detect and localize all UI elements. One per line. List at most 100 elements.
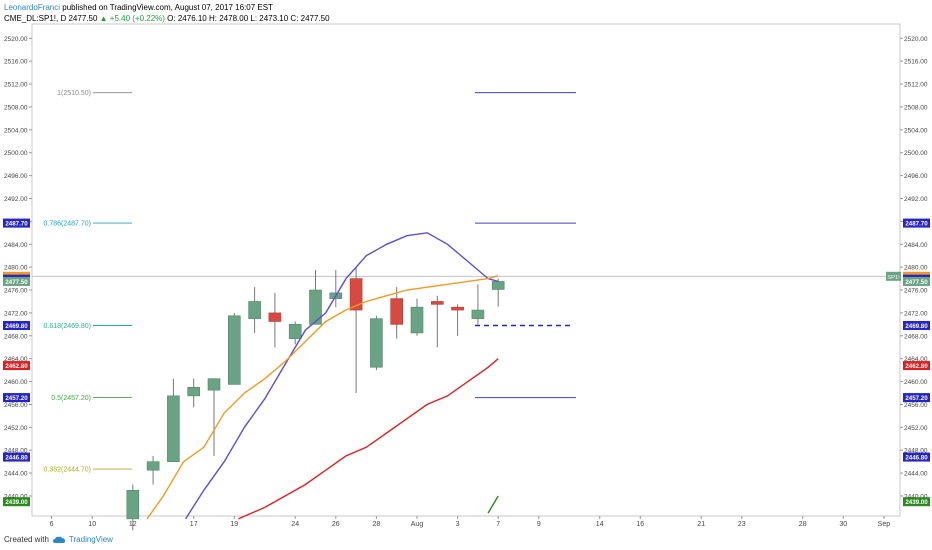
x-tick-label: 26	[332, 521, 340, 528]
price-badge-right	[903, 452, 930, 462]
y-tick-label-right: 2448.00	[904, 448, 928, 455]
price-badge-label-right: 2477.50	[905, 279, 928, 286]
y-tick-label-right: 2480.00	[904, 265, 928, 272]
symbol-label: CME_DL:SP1!, D	[4, 14, 67, 23]
candle-body[interactable]	[268, 312, 282, 322]
footer: Created with TradingView	[4, 535, 113, 544]
x-tick-label: Aug	[411, 521, 424, 528]
candle-body[interactable]	[451, 306, 464, 311]
y-tick-label-left: 2480.00	[4, 265, 28, 272]
candle-body[interactable]	[430, 301, 444, 305]
y-tick-label-right: 2440.00	[904, 493, 928, 500]
price-badge-left	[3, 393, 30, 403]
ohlc-low: L: 2473.10	[250, 14, 289, 23]
moving-average-line	[146, 275, 499, 520]
price-badge-label-right: 2469.80	[905, 323, 928, 330]
y-tick-label-right: 2452.00	[904, 425, 928, 432]
price-badge-label-left: 2462.80	[5, 363, 28, 370]
candle-body[interactable]	[167, 395, 180, 462]
y-tick-label-left: 2464.00	[4, 356, 28, 363]
y-tick-label-right: 2444.00	[904, 471, 928, 478]
price-badge-label-right: 2487.70	[905, 221, 928, 228]
price-badge-left	[3, 497, 30, 507]
candle-body[interactable]	[146, 461, 160, 471]
price-badge-label-left: 2487.70	[5, 221, 28, 228]
price-badge-right	[903, 393, 930, 403]
y-tick-label-right: 2508.00	[904, 104, 928, 111]
x-tick-label: 19	[230, 521, 238, 528]
price-badge-label-left: 2446.80	[5, 455, 28, 462]
publish-info: published on TradingView.com, August 07,…	[62, 3, 273, 12]
y-tick-label-left: 2468.00	[4, 333, 28, 340]
moving-average-line	[185, 232, 499, 520]
symbol-tag-label: SP1!	[887, 275, 900, 281]
y-tick-label-left: 2460.00	[4, 379, 28, 386]
x-tick-label: 16	[636, 521, 644, 528]
candle-body[interactable]	[288, 324, 302, 339]
y-tick-label-right: 2464.00	[904, 356, 928, 363]
price-badge-label-left: 2457.20	[5, 395, 28, 402]
price-badge-label-right: 2462.80	[905, 363, 928, 370]
y-tick-label-left: 2472.00	[4, 310, 28, 317]
x-tick-label: 28	[799, 521, 807, 528]
x-tick-label: 9	[537, 521, 541, 528]
price-badge-right	[903, 276, 930, 286]
price-badge-label-left: 2477.50	[5, 279, 28, 286]
y-tick-label-right: 2476.00	[904, 288, 928, 295]
price-badge-right	[903, 320, 930, 330]
y-tick-label-right: 2472.00	[904, 310, 928, 317]
x-tick-label: 10	[88, 521, 96, 528]
price-badge-label-left: 2439.00	[5, 499, 28, 506]
tradingview-link[interactable]: TradingView	[68, 535, 113, 544]
candle-body[interactable]	[248, 301, 261, 319]
y-tick-label-right: 2492.00	[904, 196, 928, 203]
price-badge-left	[3, 452, 30, 462]
price-badge-label-right: 2439.00	[905, 499, 928, 506]
x-tick-label: 7	[496, 521, 500, 528]
candle-body[interactable]	[126, 489, 140, 520]
created-with-label: Created with	[4, 535, 49, 544]
y-tick-label-right: 2516.00	[904, 59, 928, 66]
symbol-tag	[886, 271, 901, 281]
candle-body[interactable]	[491, 281, 505, 290]
candle-body[interactable]	[410, 306, 424, 334]
y-tick-label-right: 2468.00	[904, 333, 928, 340]
y-tick-label-left: 2508.00	[4, 104, 28, 111]
price-badge-label-right: 2457.20	[905, 395, 928, 402]
ohlc-high: H: 2478.00	[209, 14, 249, 23]
candle-body[interactable]	[309, 289, 322, 325]
y-tick-label-right: 2460.00	[904, 379, 928, 386]
price-badge-right	[903, 218, 930, 228]
chart-header-quote: CME_DL:SP1!, D 2477.50 ▲ +5.40 (+0.22%) …	[4, 14, 330, 23]
x-tick-label: 6	[50, 521, 54, 528]
candle-body[interactable]	[187, 386, 200, 397]
fib-level-label: 0.5(2457.20)	[51, 395, 91, 402]
plot-frame	[31, 23, 901, 517]
moving-average-line	[487, 495, 499, 514]
price-badge-right	[903, 361, 930, 371]
price-badge-left	[3, 320, 30, 330]
candle-body[interactable]	[471, 309, 485, 319]
y-tick-label-left: 2516.00	[4, 59, 28, 66]
candle-body[interactable]	[207, 378, 221, 391]
y-tick-label-right: 2484.00	[904, 242, 928, 249]
y-tick-label-left: 2512.00	[4, 82, 28, 89]
y-tick-label-right: 2496.00	[904, 173, 928, 180]
moving-average-line	[238, 358, 499, 520]
candle-body[interactable]	[390, 298, 404, 325]
price-badge-left	[3, 218, 30, 228]
x-tick-label: 17	[190, 521, 198, 528]
y-tick-label-right: 2512.00	[904, 82, 928, 89]
y-tick-label-right: 2520.00	[904, 36, 928, 43]
author-link[interactable]: LeonardoFranci	[4, 3, 61, 12]
y-tick-label-left: 2444.00	[4, 471, 28, 478]
y-tick-label-right: 2500.00	[904, 150, 928, 157]
price-change: ▲ +5.40 (+0.22%)	[99, 14, 165, 23]
candle-body[interactable]	[349, 278, 363, 311]
y-tick-label-right: 2456.00	[904, 402, 928, 409]
fib-level-label: 0.618(2469.80)	[44, 323, 91, 330]
candle-body[interactable]	[228, 315, 241, 385]
x-tick-label: 21	[697, 521, 705, 528]
candle-body[interactable]	[370, 318, 383, 368]
